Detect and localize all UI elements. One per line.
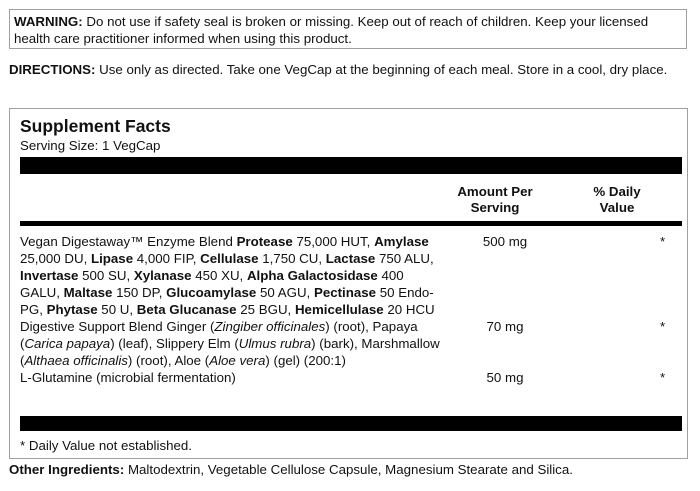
daily-value: *: [660, 370, 666, 385]
facts-row: Digestive Support Blend Ginger (Zingiber…: [20, 318, 682, 369]
enzyme-name: Beta Glucanase: [136, 302, 237, 317]
ingredient-name: Vegan Digestaway™ Enzyme Blend Protease …: [20, 233, 440, 318]
directions: DIRECTIONS: Use only as directed. Take o…: [9, 61, 689, 78]
ingredient-name: Digestive Support Blend Ginger (Zingiber…: [20, 318, 440, 369]
serving-size: Serving Size: 1 VegCap: [20, 138, 161, 153]
enzyme-name: Protease: [236, 234, 293, 249]
other-ingredients: Other Ingredients: Maltodextrin, Vegetab…: [9, 461, 573, 478]
ingredient-text: 25 BGU,: [236, 302, 295, 317]
enzyme-name: Xylanase: [133, 268, 192, 283]
amount-per-serving: 500 mg: [482, 234, 528, 249]
daily-value: *: [660, 319, 666, 334]
enzyme-name: Alpha Galactosidase: [246, 268, 378, 283]
enzyme-name: Amylase: [374, 234, 429, 249]
ingredient-text: 50 Endo-PG,: [20, 285, 434, 317]
warning-label: WARNING:: [14, 14, 83, 29]
enzyme-name: Phytase: [46, 302, 98, 317]
ingredient-text: 75,000 HUT,: [292, 234, 375, 249]
directions-label: DIRECTIONS:: [9, 62, 96, 77]
ingredient-name: L-Glutamine (microbial fermentation): [20, 369, 440, 386]
enzyme-name: Invertase: [20, 268, 79, 283]
enzyme-name: Lactase: [325, 251, 376, 266]
thick-divider: [20, 157, 682, 174]
enzyme-name: Cellulase: [200, 251, 259, 266]
enzyme-name: Hemicellulase: [294, 302, 384, 317]
warning-text: Do not use if safety seal is broken or m…: [14, 14, 649, 46]
supplement-facts-panel: Supplement Facts Serving Size: 1 VegCap …: [9, 108, 688, 459]
botanical-name: Aloe vera: [209, 353, 266, 368]
ingredient-text: ) (root), Aloe (: [127, 353, 210, 368]
botanical-name: Carica papaya: [24, 336, 111, 351]
amount-per-serving: 70 mg: [486, 319, 524, 334]
ingredient-text: 20 HCU: [383, 302, 435, 317]
warning-box: WARNING: Do not use if safety seal is br…: [9, 9, 687, 49]
ingredient-text: 450 XU,: [191, 268, 247, 283]
facts-rows: Vegan Digestaway™ Enzyme Blend Protease …: [20, 233, 682, 386]
amount-per-serving: 50 mg: [486, 370, 524, 385]
directions-text: Use only as directed. Take one VegCap at…: [95, 62, 668, 77]
ingredient-text: ) (root), Papaya (: [20, 319, 418, 351]
ingredient-text: L-Glutamine (microbial fermentation): [20, 370, 236, 385]
header-amount: Amount Per Serving: [457, 184, 533, 215]
other-label: Other Ingredients:: [9, 462, 125, 477]
ingredient-text: 1,750 CU,: [258, 251, 326, 266]
ingredient-text: 50 U,: [97, 302, 137, 317]
ingredient-text: 50 AGU,: [256, 285, 314, 300]
enzyme-name: Lipase: [90, 251, 134, 266]
ingredient-text: 25,000 DU,: [20, 251, 91, 266]
footnote: * Daily Value not established.: [20, 438, 192, 453]
enzyme-name: Maltase: [63, 285, 113, 300]
ingredient-text: ) (leaf), Slippery Elm (: [110, 336, 239, 351]
facts-row: L-Glutamine (microbial fermentation) 50 m…: [20, 369, 682, 386]
daily-value: *: [660, 234, 666, 249]
header-daily-value: % Daily Value: [593, 184, 641, 215]
botanical-name: Ulmus rubra: [238, 336, 312, 351]
ingredient-text: Vegan Digestaway™ Enzyme Blend: [20, 234, 237, 249]
ingredient-text: 750 ALU,: [375, 251, 434, 266]
ingredient-text: ) (gel) (200:1): [265, 353, 346, 368]
ingredient-text: ) (bark), Marshmallow (: [20, 336, 440, 368]
facts-row: Vegan Digestaway™ Enzyme Blend Protease …: [20, 233, 682, 318]
ingredient-text: Digestive Support Blend Ginger (: [20, 319, 215, 334]
bottom-divider: [20, 416, 682, 431]
ingredient-text: 4,000 FIP,: [133, 251, 201, 266]
botanical-name: Zingiber officinales: [214, 319, 326, 334]
enzyme-name: Pectinase: [313, 285, 377, 300]
enzyme-name: Glucoamylase: [166, 285, 257, 300]
ingredient-text: 150 DP,: [112, 285, 167, 300]
botanical-name: Althaea officinalis: [24, 353, 128, 368]
other-text: Maltodextrin, Vegetable Cellulose Capsul…: [124, 462, 573, 477]
panel-title: Supplement Facts: [20, 116, 171, 136]
ingredient-text: 400 GALU,: [20, 268, 404, 300]
ingredient-text: 500 SU,: [78, 268, 134, 283]
header-divider: [20, 221, 682, 226]
